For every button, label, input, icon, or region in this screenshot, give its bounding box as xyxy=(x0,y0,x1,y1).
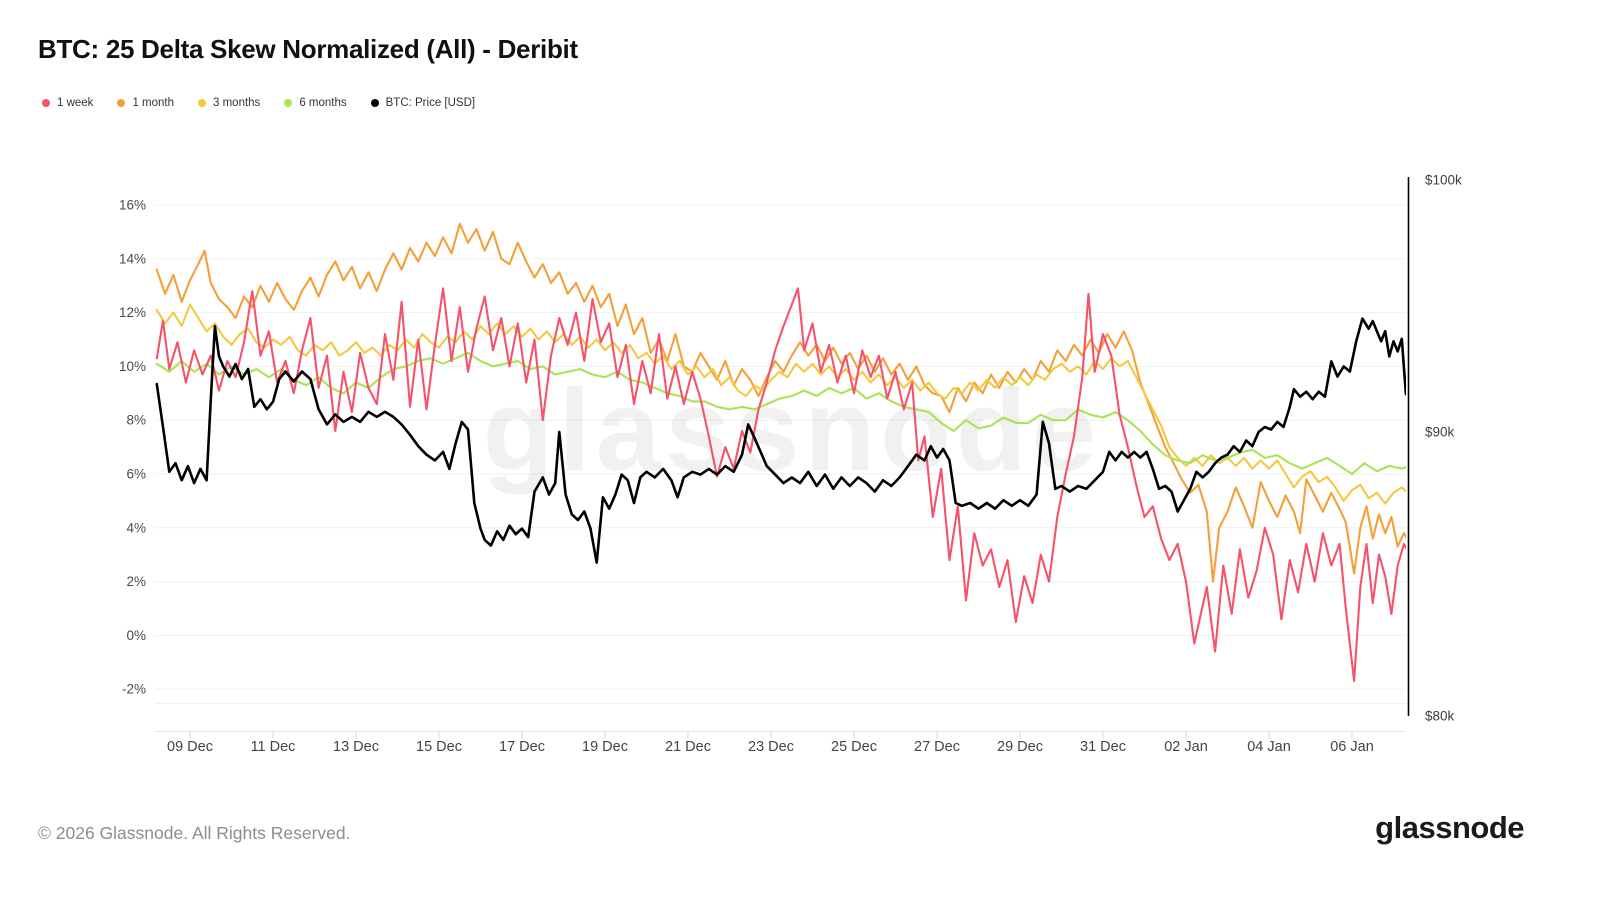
y-axis-left-label: 2% xyxy=(126,574,146,589)
legend-label: 6 months xyxy=(299,97,347,109)
series-line-1-month xyxy=(155,222,1406,583)
series-line-btc-price-usd- xyxy=(155,317,1406,564)
legend-item-1-month[interactable]: 1 month xyxy=(117,97,174,109)
x-axis-label: 29 Dec xyxy=(997,739,1043,755)
x-axis-label: 13 Dec xyxy=(333,739,379,755)
page-title: BTC: 25 Delta Skew Normalized (All) - De… xyxy=(38,34,578,64)
y-axis-left-label: 6% xyxy=(126,467,146,482)
legend-label: 1 month xyxy=(132,97,174,109)
legend-item-1-week[interactable]: 1 week xyxy=(42,97,93,109)
y-axis-left-label: 4% xyxy=(126,520,146,535)
legend-dot-icon xyxy=(42,99,50,107)
x-axis-label: 19 Dec xyxy=(582,739,628,755)
x-axis-label: 15 Dec xyxy=(416,739,462,755)
x-axis-label: 21 Dec xyxy=(665,739,711,755)
legend-dot-icon xyxy=(284,99,293,107)
x-axis-label: 11 Dec xyxy=(251,739,296,755)
legend-label: 1 week xyxy=(57,97,94,109)
legend-item-btc-price-usd-[interactable]: BTC: Price [USD] xyxy=(370,97,476,109)
legend-label: BTC: Price [USD] xyxy=(385,97,476,109)
x-axis-label: 02 Jan xyxy=(1164,739,1208,755)
legend-item-3-months[interactable]: 3 months xyxy=(198,97,260,109)
legend-label: 3 months xyxy=(213,97,261,109)
y-axis-left-label: 12% xyxy=(119,305,146,320)
x-axis-label: 31 Dec xyxy=(1080,739,1126,755)
x-axis-label: 27 Dec xyxy=(914,739,960,755)
copyright-text: © 2026 Glassnode. All Rights Reserved. xyxy=(38,823,351,843)
legend-dot-icon xyxy=(370,99,379,107)
series-line-6-months xyxy=(155,351,1406,476)
x-axis-label: 17 Dec xyxy=(499,739,545,755)
glassnode-logo: glassnode xyxy=(1375,810,1524,845)
x-axis-label: 04 Jan xyxy=(1247,739,1291,755)
y-axis-right-label: $80k xyxy=(1425,709,1455,724)
legend-dot-icon xyxy=(198,99,206,107)
y-axis-left-label: 10% xyxy=(119,359,146,374)
chart-legend: 1 week 1 month 3 months 6 months BTC: Price … xyxy=(42,97,475,109)
series-line-3-months xyxy=(155,303,1406,505)
series-line-1-week xyxy=(155,287,1406,683)
x-axis-label: 25 Dec xyxy=(831,739,877,755)
y-axis-left-label: -2% xyxy=(122,682,146,697)
y-axis-right-label: $100k xyxy=(1425,173,1462,188)
y-axis-left-label: 14% xyxy=(119,251,146,266)
y-axis-left-label: 8% xyxy=(126,413,146,428)
y-axis-left-label: 0% xyxy=(126,628,146,643)
x-axis-label: 23 Dec xyxy=(748,739,794,755)
legend-dot-icon xyxy=(117,99,126,107)
legend-item-6-months[interactable]: 6 months xyxy=(284,97,347,109)
glassnode-watermark: glassnode xyxy=(483,365,1102,495)
y-axis-left-label: 16% xyxy=(119,198,146,213)
x-axis-label: 06 Jan xyxy=(1330,739,1374,755)
y-axis-right-label: $90k xyxy=(1425,425,1455,440)
x-axis-label: 09 Dec xyxy=(167,739,213,755)
